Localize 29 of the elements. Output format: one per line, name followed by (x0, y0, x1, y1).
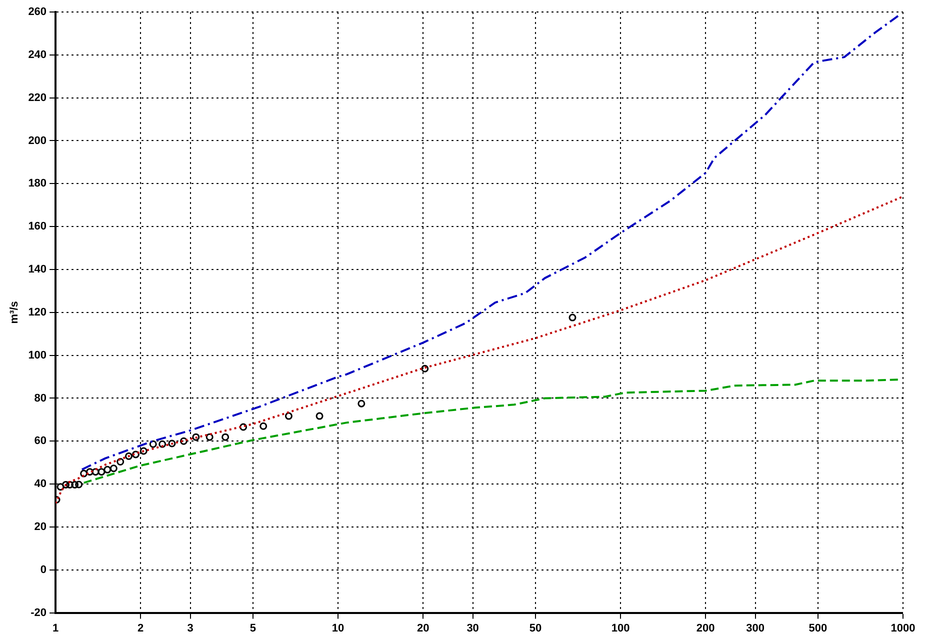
x-tick-label: 500 (808, 622, 828, 634)
x-tick-label: 30 (466, 622, 479, 634)
x-tick-label: 3 (187, 622, 194, 634)
y-tick-label: 220 (28, 92, 47, 104)
x-tick-label: 1 (52, 622, 59, 634)
y-tick-label: -20 (30, 606, 47, 619)
y-tick-label: 200 (28, 134, 47, 147)
y-tick-label: 260 (28, 6, 47, 18)
y-tick-label: 20 (34, 521, 47, 534)
y-tick-label: 40 (34, 478, 47, 490)
y-tick-label: 60 (34, 435, 47, 448)
y-axis-title: m³/s (8, 301, 21, 324)
y-tick-label: 120 (28, 306, 47, 318)
x-tick-label: 10 (332, 622, 344, 634)
x-tick-label: 5 (250, 622, 256, 634)
x-tick-label: 1000 (890, 622, 916, 634)
y-tick-label: 140 (28, 264, 47, 276)
x-tick-label: 300 (746, 622, 764, 634)
y-tick-label: 180 (28, 178, 47, 190)
x-tick-label: 200 (696, 622, 715, 634)
y-tick-label: 100 (28, 349, 47, 362)
x-tick-label: 20 (416, 622, 430, 634)
y-tick-label: 240 (28, 48, 47, 61)
y-tick-label: 160 (28, 220, 47, 233)
x-tick-label: 100 (611, 622, 630, 634)
x-tick-label: 2 (138, 622, 144, 634)
y-tick-label: 80 (34, 392, 47, 404)
y-tick-label: 0 (40, 564, 47, 576)
x-tick-label: 50 (529, 622, 542, 634)
